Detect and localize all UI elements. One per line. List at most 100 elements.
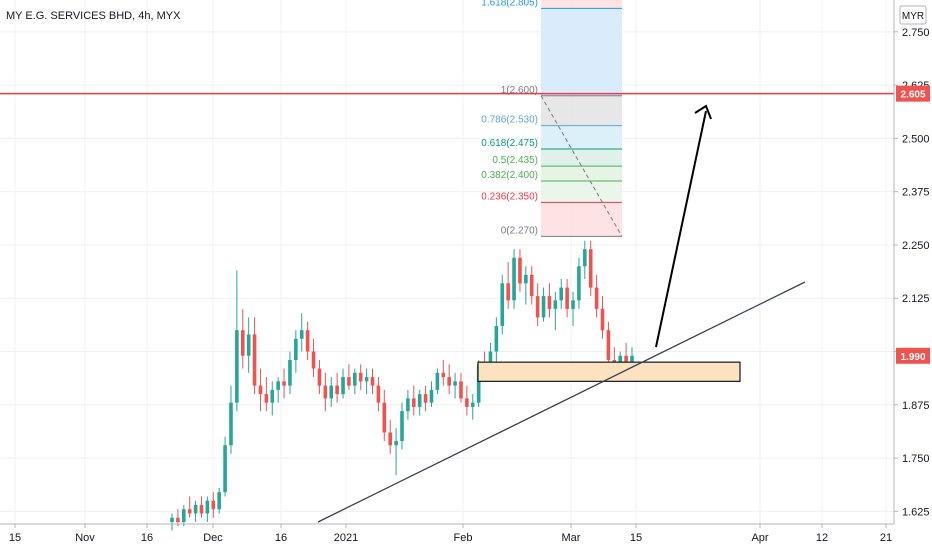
candle-body bbox=[435, 372, 440, 390]
y-tick-label: 2.250 bbox=[902, 240, 930, 252]
candle-body bbox=[252, 334, 257, 386]
x-tick-label: 2021 bbox=[334, 532, 358, 544]
candle-body bbox=[406, 398, 410, 412]
candle-body bbox=[512, 257, 516, 301]
candle-body bbox=[541, 296, 546, 318]
candle-body bbox=[494, 325, 499, 352]
candle-body bbox=[500, 283, 505, 326]
price-tag-box bbox=[896, 85, 930, 102]
price-tag-label: 2.605 bbox=[900, 90, 925, 101]
x-tick-label: 16 bbox=[141, 532, 153, 544]
fib-band bbox=[541, 149, 622, 167]
x-tick-label: 16 bbox=[275, 532, 287, 544]
y-tick-label: 2.125 bbox=[902, 293, 930, 305]
y-tick-label: 2.750 bbox=[902, 27, 930, 39]
candle-body bbox=[518, 257, 522, 284]
currency-badge[interactable]: MYR bbox=[899, 5, 927, 25]
chart-title: MY E.G. SERVICES BHD, 4h, MYX bbox=[6, 10, 181, 22]
candle-body bbox=[594, 287, 599, 309]
candle-body bbox=[376, 385, 381, 403]
candle-body bbox=[217, 492, 221, 510]
candle-body bbox=[565, 287, 569, 309]
candle-body bbox=[370, 377, 375, 386]
price-tag-label: 1.990 bbox=[900, 352, 925, 363]
projection-arrow-shaft[interactable] bbox=[655, 110, 707, 348]
candle-body bbox=[205, 500, 210, 514]
x-tick-label: 21 bbox=[880, 532, 892, 544]
projection-arrow-head bbox=[694, 104, 712, 120]
candle-body bbox=[470, 402, 475, 407]
candle-body bbox=[317, 368, 322, 386]
candle-body bbox=[429, 389, 434, 403]
candle-body bbox=[170, 517, 174, 522]
fib-level-label: 1.618(2.805) bbox=[481, 0, 538, 8]
fib-band bbox=[541, 125, 622, 150]
candle-body bbox=[476, 364, 481, 403]
candle-body bbox=[577, 266, 581, 301]
x-tick-label: Feb bbox=[454, 532, 473, 544]
candle-body bbox=[364, 377, 369, 382]
candle-body bbox=[282, 381, 286, 386]
candle-body bbox=[400, 411, 404, 442]
candle-body bbox=[223, 445, 227, 493]
candle-body bbox=[524, 274, 528, 284]
candle-body bbox=[423, 394, 428, 403]
y-tick-label: 2.375 bbox=[902, 187, 930, 199]
candle-body bbox=[358, 372, 363, 382]
grid bbox=[0, 0, 894, 524]
x-tick-label: Nov bbox=[75, 532, 95, 544]
fib-band bbox=[541, 95, 622, 126]
candle-body bbox=[559, 287, 564, 301]
price-tag-box bbox=[896, 347, 930, 364]
candle-body bbox=[329, 385, 334, 399]
candle-body bbox=[394, 441, 398, 446]
fib-band bbox=[541, 0, 622, 9]
candle-body bbox=[240, 330, 245, 356]
candle-body bbox=[529, 274, 534, 297]
candle-body bbox=[341, 377, 345, 395]
x-tick-label: Dec bbox=[203, 532, 223, 544]
candle-body bbox=[447, 377, 451, 386]
candle-body bbox=[630, 355, 634, 365]
fib-band bbox=[541, 8, 622, 96]
candle-body bbox=[288, 360, 292, 386]
y-tick-label: 1.625 bbox=[902, 506, 930, 518]
candle-body bbox=[187, 509, 192, 514]
fib-level-label: 0.786(2.530) bbox=[481, 115, 538, 126]
x-tick-label: Mar bbox=[562, 532, 581, 544]
candle-body bbox=[181, 509, 186, 522]
currency-badge-box bbox=[899, 5, 927, 25]
candle-body bbox=[600, 308, 605, 331]
candle-body bbox=[347, 377, 351, 386]
fib-band bbox=[541, 202, 622, 237]
ascending-trendline[interactable] bbox=[317, 281, 806, 523]
candle-body bbox=[388, 432, 393, 446]
candle-body bbox=[571, 300, 575, 309]
candle-body bbox=[258, 385, 263, 395]
candle-body bbox=[382, 402, 387, 433]
candle-body bbox=[417, 394, 422, 407]
candle-body bbox=[305, 330, 310, 352]
candle-body bbox=[276, 381, 280, 390]
candle-body bbox=[453, 381, 457, 386]
y-tick-label: 1.875 bbox=[902, 400, 930, 412]
fib-level-label: 1(2.600) bbox=[501, 85, 538, 96]
fib-level-label: 0.236(2.350) bbox=[481, 191, 538, 202]
x-tick-label: 12 bbox=[816, 532, 828, 544]
support-zone-box[interactable] bbox=[477, 361, 741, 382]
candle-body bbox=[199, 504, 204, 514]
candle-body bbox=[335, 385, 339, 395]
candle-body bbox=[441, 372, 446, 378]
candle-body bbox=[624, 355, 628, 365]
fib-level-label: 0.5(2.435) bbox=[492, 155, 538, 166]
candle-body bbox=[229, 402, 233, 446]
fib-extension[interactable]: 1.618(2.805) 1(2.600) 0.786(2.530) 0.618(2.… bbox=[481, 0, 623, 237]
candle-body bbox=[323, 385, 328, 399]
drawings bbox=[0, 92, 894, 523]
candle-body bbox=[299, 330, 304, 339]
candle-body bbox=[547, 296, 552, 309]
candle-body bbox=[411, 398, 416, 407]
